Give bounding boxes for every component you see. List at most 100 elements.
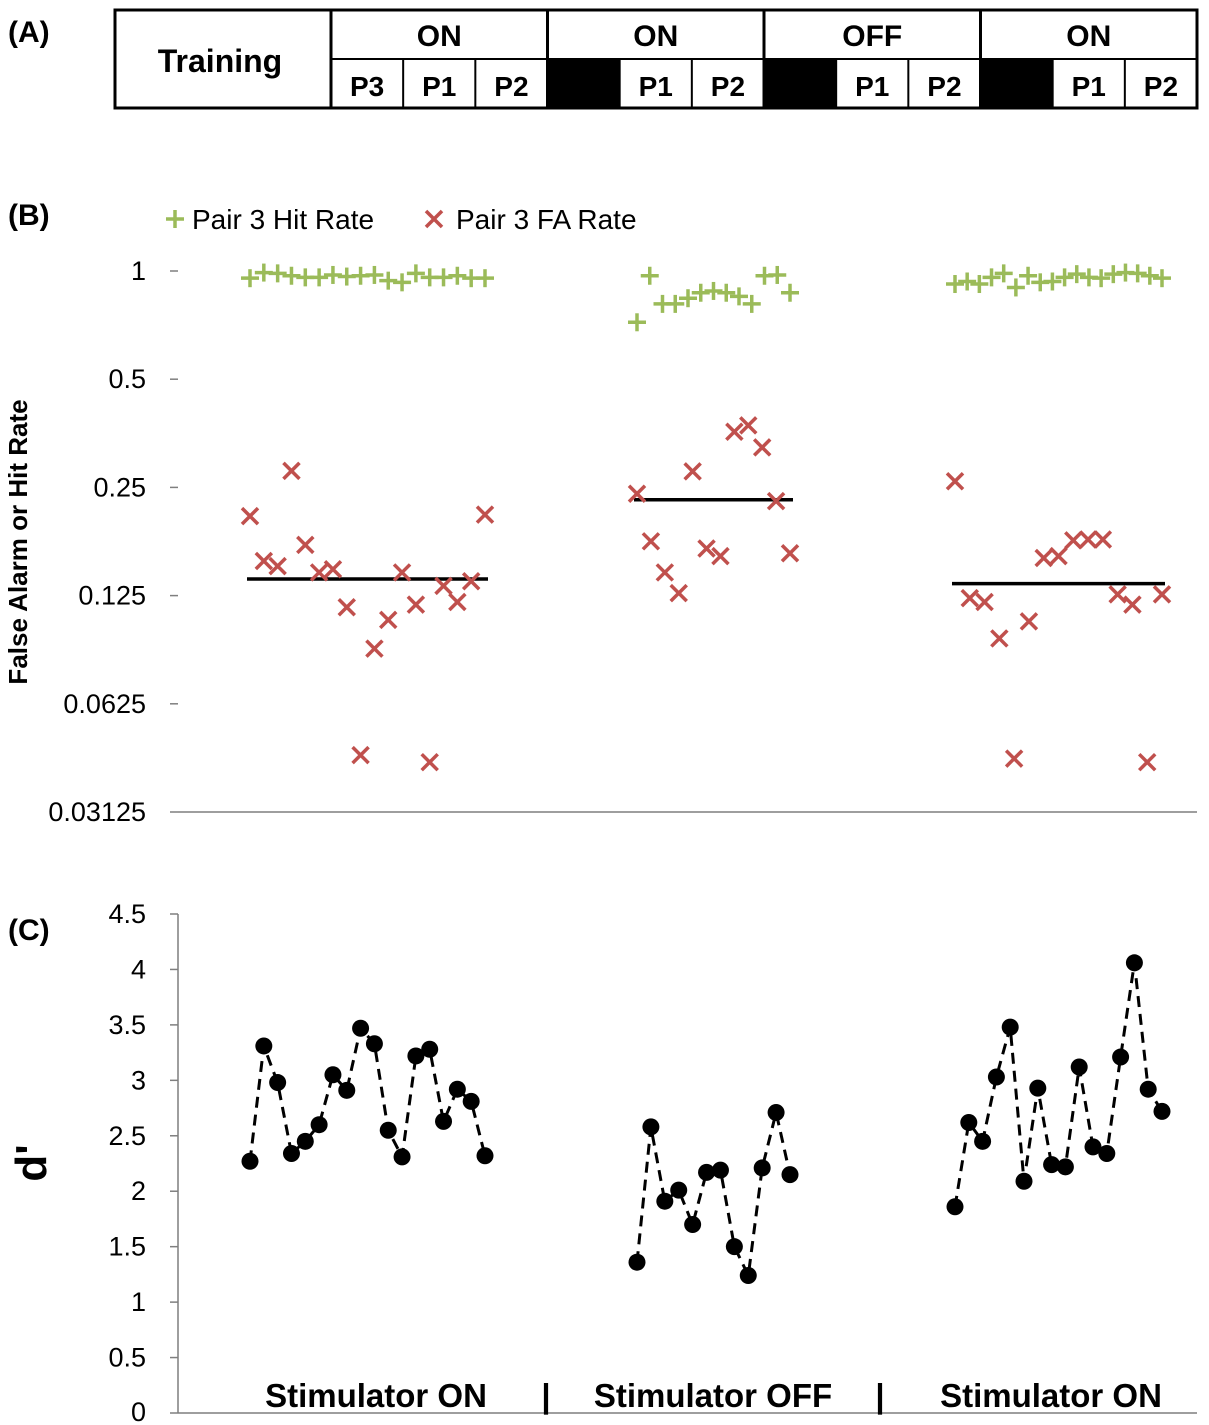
fa-rate-point bbox=[337, 598, 357, 617]
fa-rate-point bbox=[711, 546, 730, 566]
dprime-point bbox=[393, 1148, 411, 1166]
y-axis-c: 4.5 4 3.5 3 2.5 2 1.5 1 0.5 0 bbox=[108, 899, 1197, 1425]
dprime-point bbox=[946, 1198, 964, 1216]
y-tick-label-c: 0 bbox=[131, 1397, 146, 1425]
dprime-point bbox=[656, 1192, 674, 1210]
y-tick-label-c: 3 bbox=[131, 1065, 146, 1095]
dprime-point bbox=[987, 1068, 1005, 1086]
fa-rate-point bbox=[1049, 546, 1068, 566]
fa-rate-point bbox=[1108, 585, 1127, 604]
dprime-point bbox=[1153, 1102, 1171, 1120]
fa-rate-point bbox=[627, 484, 647, 504]
legend-hit-label: Pair 3 Hit Rate bbox=[192, 204, 374, 235]
dprime-line bbox=[635, 1112, 792, 1281]
category-separator-1: | bbox=[541, 1377, 550, 1414]
dprime-point bbox=[1056, 1158, 1074, 1176]
fa-rate-point bbox=[945, 472, 965, 491]
dprime-point bbox=[781, 1166, 799, 1184]
fa-rate-point bbox=[406, 595, 426, 614]
y-tick-label-c: 0.5 bbox=[108, 1343, 146, 1373]
dprime-point bbox=[462, 1092, 480, 1110]
dprime-point bbox=[725, 1238, 743, 1256]
y-tick-label-b: 0.25 bbox=[93, 472, 146, 502]
dprime-point bbox=[421, 1040, 439, 1058]
dprime-point bbox=[296, 1132, 314, 1150]
dprime-point bbox=[310, 1116, 328, 1134]
category-separator-2: | bbox=[875, 1377, 884, 1414]
y-axis-b-title: False Alarm or Hit Rate bbox=[3, 399, 33, 684]
legend-hit-marker bbox=[166, 210, 184, 228]
panel-c-label: (C) bbox=[8, 914, 50, 947]
fa-rate-point bbox=[461, 572, 481, 591]
dprime-point bbox=[698, 1163, 716, 1181]
pair-cell-label: P3 bbox=[999, 71, 1033, 102]
dprime-point bbox=[1139, 1080, 1157, 1098]
fa-rate-point bbox=[351, 745, 370, 765]
fa-rate-point bbox=[780, 543, 800, 563]
fa-rate-point bbox=[1034, 548, 1053, 568]
training-state-label: ON bbox=[1066, 20, 1111, 53]
fa-rate-point bbox=[282, 461, 301, 481]
legend-fa-marker bbox=[424, 209, 444, 229]
pair-cell-label: P3 bbox=[566, 71, 600, 102]
pair-cell-label: P1 bbox=[1072, 71, 1106, 102]
fa-rate-point bbox=[766, 491, 786, 511]
fa-rate-point bbox=[697, 539, 716, 558]
dprime-point bbox=[767, 1103, 785, 1121]
pair-cell-label: P2 bbox=[1144, 71, 1178, 102]
training-label: Training bbox=[158, 43, 282, 79]
panel-a-label: (A) bbox=[8, 16, 50, 49]
dprime-point bbox=[324, 1066, 342, 1084]
fa-rate-point bbox=[1019, 612, 1039, 631]
fa-rate-point bbox=[323, 559, 343, 579]
dprime-point bbox=[379, 1121, 397, 1139]
fa-rate-point bbox=[420, 752, 439, 772]
dprime-point bbox=[1015, 1172, 1033, 1190]
dprime-point bbox=[352, 1019, 370, 1037]
pair-cell-label: P1 bbox=[422, 71, 456, 102]
y-tick-label-b: 0.5 bbox=[108, 364, 146, 394]
legend-fa-label: Pair 3 FA Rate bbox=[456, 204, 637, 235]
y-tick-label-c: 1.5 bbox=[108, 1232, 146, 1262]
training-table: Training ON P3 P1 P2 ON P3 P1 P2 OFF P3 P1 P2 ON P3 P1… bbox=[113, 8, 1199, 110]
fa-rate-point bbox=[268, 556, 287, 576]
y-tick-label-b: 0.03125 bbox=[48, 797, 146, 827]
fa-rate-point bbox=[365, 639, 384, 658]
pair-cell-highlight bbox=[980, 59, 1053, 108]
dprime-point bbox=[670, 1181, 688, 1199]
fa-rate-point bbox=[448, 592, 467, 612]
fa-rate-point bbox=[975, 592, 994, 612]
fa-rate-point bbox=[1064, 531, 1083, 550]
pair-cell-label: P2 bbox=[494, 71, 528, 102]
pair-cell-label: P1 bbox=[639, 71, 673, 102]
dprime-point bbox=[269, 1074, 287, 1092]
fa-rate-point bbox=[1004, 749, 1024, 768]
dprime-point bbox=[1070, 1058, 1088, 1076]
dprime-point bbox=[642, 1118, 660, 1136]
plot-area-c bbox=[241, 954, 1171, 1284]
fa-rate-point bbox=[240, 506, 260, 526]
fa-rate-point bbox=[641, 532, 661, 551]
training-state-label: OFF bbox=[842, 20, 902, 53]
fa-rate-point bbox=[1137, 752, 1157, 772]
category-label-3: Stimulator ON bbox=[940, 1377, 1162, 1414]
dprime-point bbox=[365, 1035, 383, 1053]
y-tick-label-c: 2.5 bbox=[108, 1121, 146, 1151]
legend-fa-marker-stroke bbox=[424, 209, 444, 229]
y-tick-label-c: 4.5 bbox=[108, 899, 146, 929]
plot-area-b bbox=[240, 263, 1172, 772]
fa-rate-point bbox=[752, 438, 772, 457]
y-axis-c-title: d' bbox=[7, 1144, 56, 1181]
fa-rate-point bbox=[960, 588, 980, 608]
dprime-point bbox=[448, 1080, 466, 1098]
dprime-point bbox=[407, 1047, 425, 1065]
dprime-point bbox=[338, 1081, 356, 1099]
dprime-point bbox=[255, 1037, 273, 1055]
y-tick-label-c: 2 bbox=[131, 1176, 146, 1206]
y-axis-b: 1 0.5 0.25 0.125 0.0625 0.03125 bbox=[48, 256, 1197, 827]
y-tick-label-c: 4 bbox=[131, 954, 146, 984]
fa-rate-point bbox=[990, 629, 1009, 648]
y-tick-label-c: 3.5 bbox=[108, 1010, 146, 1040]
category-label-2: Stimulator OFF bbox=[594, 1377, 832, 1414]
